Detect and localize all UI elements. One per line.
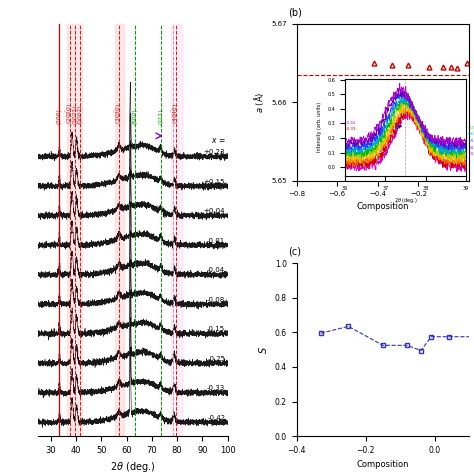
Text: (0002): (0002) [77, 105, 82, 124]
Text: -0.15: -0.15 [207, 326, 225, 332]
Text: -0.42: -0.42 [207, 415, 225, 421]
X-axis label: $2\theta$ (deg.): $2\theta$ (deg.) [110, 460, 155, 474]
Text: +0.15: +0.15 [204, 179, 225, 185]
Text: -0.04: -0.04 [207, 267, 225, 273]
Y-axis label: S: S [259, 346, 269, 353]
X-axis label: Composition: Composition [357, 460, 409, 469]
Text: +0.23: +0.23 [204, 149, 225, 155]
Text: -0.01: -0.01 [207, 238, 225, 244]
Text: +0.04: +0.04 [204, 208, 225, 214]
Text: -0.08: -0.08 [207, 297, 225, 303]
Text: (600): (600) [133, 109, 138, 124]
Text: (c): (c) [288, 246, 301, 256]
Text: (2021): (2021) [73, 105, 78, 124]
Text: (200): (200) [57, 109, 62, 124]
Text: -0.25: -0.25 [207, 356, 225, 362]
Text: (211): (211) [158, 109, 163, 124]
Y-axis label: $a$ (Å): $a$ (Å) [252, 91, 266, 113]
Text: (40$\bar{4}$0): (40$\bar{4}$0) [171, 103, 181, 124]
Text: -0.33: -0.33 [207, 385, 225, 392]
Text: $x$ =: $x$ = [210, 136, 225, 145]
Bar [171, 24, 182, 436]
Bar [67, 24, 82, 436]
Text: (30$\bar{3}$0): (30$\bar{3}$0) [114, 103, 124, 124]
Bar [115, 24, 124, 436]
X-axis label: Composition: Composition [357, 202, 409, 211]
Text: (20$\bar{2}$0): (20$\bar{2}$0) [64, 103, 74, 124]
Text: (b): (b) [288, 8, 302, 18]
